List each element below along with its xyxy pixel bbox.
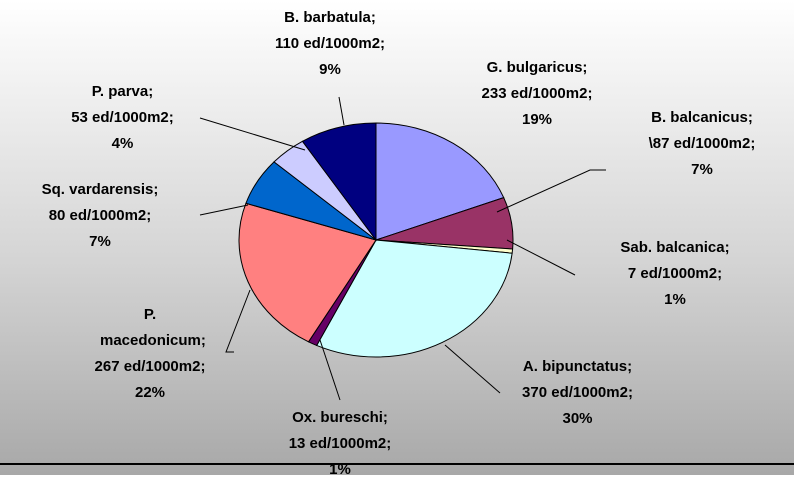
value-label: 370 ed/1000m2; (522, 384, 633, 401)
percent-label: 1% (664, 291, 686, 308)
leader-line (444, 344, 501, 394)
value-label: 53 ed/1000m2; (71, 109, 174, 126)
value-label: 267 ed/1000m2; (94, 358, 206, 375)
percent-label: 4% (111, 135, 134, 152)
percent-label: 1% (329, 461, 351, 478)
category-label: P. macedonicum; (100, 306, 206, 349)
value-label: 233 ed/1000m2; (481, 85, 593, 102)
category-label: Sab. balcanica; (620, 239, 730, 256)
data-label: G. bulgaricus; 233 ed/1000m2; 19% (457, 55, 617, 133)
percent-label: 22% (134, 384, 166, 401)
leader-line (338, 96, 345, 126)
percent-label: 7% (691, 161, 713, 178)
data-label: Sq. vardarensis; 80 ed/1000m2; 7% (0, 177, 200, 255)
data-label: B. barbatula; 110 ed/1000m2; 9% (230, 5, 430, 83)
percent-label: 9% (319, 61, 341, 78)
leader-line (225, 289, 251, 353)
value-label: 80 ed/1000m2; (48, 207, 152, 224)
leader-line (199, 204, 249, 216)
category-label: B. balcanicus; (651, 109, 753, 126)
category-label: Ox. bureschi; (292, 409, 388, 426)
category-label: G. bulgaricus; (486, 59, 588, 76)
value-label: 7 ed/1000m2; (627, 265, 723, 282)
pie-slice (375, 122, 505, 241)
percent-label: 19% (521, 111, 553, 128)
category-label: B. barbatula; (284, 9, 376, 26)
value-label: 110 ed/1000m2; (274, 35, 386, 52)
value-label: 13 ed/1000m2; (288, 435, 392, 452)
data-label: P. parva; 53 ed/1000m2; 4% (40, 79, 205, 157)
pie-slice (301, 122, 377, 242)
data-label: B. balcanicus; \87 ed/1000m2; 7% (610, 105, 794, 183)
percent-label: 30% (562, 410, 593, 427)
pie-slice (315, 239, 513, 358)
leader-line (506, 239, 576, 276)
data-label: P. macedonicum; 267 ed/1000m2; 22% (55, 302, 245, 406)
leader-line (496, 169, 606, 213)
category-label: P. parva; (91, 83, 154, 100)
data-label: Ox. bureschi; 13 ed/1000m2; 1% (250, 405, 430, 483)
data-label: Sab. balcanica; 7 ed/1000m2; 1% (575, 235, 775, 313)
data-label: A. bipunctatus; 370 ed/1000m2; 30% (485, 354, 670, 432)
category-label: Sq. vardarensis; (41, 181, 159, 198)
category-label: A. bipunctatus; (522, 358, 633, 375)
leader-line (319, 339, 341, 401)
percent-label: 7% (89, 233, 111, 250)
value-label: \87 ed/1000m2; (648, 135, 756, 152)
leader-line (199, 117, 306, 151)
pie-slice (238, 202, 377, 343)
